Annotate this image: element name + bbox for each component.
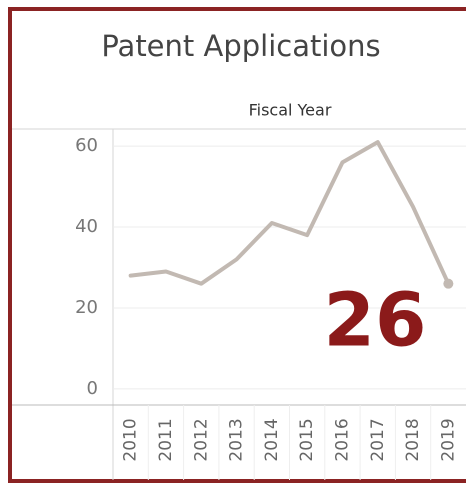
x-tick-label: 2019 bbox=[438, 418, 458, 461]
x-tick-label: 2015 bbox=[297, 418, 317, 461]
axis-header: Fiscal Year bbox=[249, 101, 332, 120]
x-tick-label: 2011 bbox=[156, 418, 176, 461]
y-tick-label: 60 bbox=[75, 135, 98, 156]
y-tick-label: 0 bbox=[87, 378, 98, 399]
x-tick-label: 2017 bbox=[368, 418, 388, 461]
frame-border bbox=[8, 7, 466, 483]
x-tick-label: 2016 bbox=[332, 418, 352, 461]
x-tick-label: 2018 bbox=[403, 418, 423, 461]
annotation: 26 bbox=[324, 278, 427, 364]
chart-title: Patent Applications bbox=[101, 29, 380, 63]
y-tick-label: 20 bbox=[75, 297, 98, 318]
line-series bbox=[128, 140, 451, 286]
x-tick-label: 2013 bbox=[227, 418, 247, 461]
end-point bbox=[443, 278, 454, 289]
y-tick-label: 40 bbox=[75, 216, 98, 237]
x-tick-label: 2010 bbox=[121, 418, 141, 461]
x-tick-label: 2012 bbox=[191, 418, 211, 461]
x-tick-label: 2014 bbox=[262, 418, 282, 461]
